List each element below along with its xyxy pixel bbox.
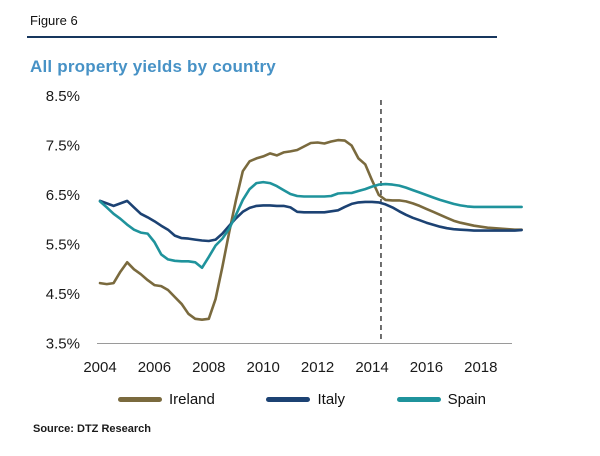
- chart-legend: Ireland Italy Spain: [118, 391, 486, 408]
- figure-label: Figure 6: [30, 13, 78, 28]
- legend-item-spain: Spain: [396, 391, 486, 408]
- spain-line-swatch: [396, 397, 441, 402]
- chart-title: All property yields by country: [30, 57, 276, 76]
- series-line-spain: [98, 180, 523, 270]
- y-axis-tick-label: 6.5%: [46, 187, 80, 204]
- y-axis-tick-label: 7.5%: [46, 138, 80, 155]
- legend-label-spain: Spain: [447, 391, 486, 408]
- legend-label-ireland: Ireland: [169, 391, 215, 408]
- x-axis-tick-label: 2014: [355, 359, 388, 376]
- legend-label-italy: Italy: [317, 391, 345, 408]
- series-line-italy: [98, 199, 523, 243]
- x-axis-tick-label: 2016: [410, 359, 443, 376]
- x-axis-tick-label: 2004: [83, 359, 116, 376]
- y-axis-tick-label: 4.5%: [46, 286, 80, 303]
- x-axis-tick-label: 2012: [301, 359, 334, 376]
- legend-item-ireland: Ireland: [118, 391, 215, 408]
- y-axis-tick-label: 5.5%: [46, 237, 80, 254]
- y-axis-tick-label: 8.5%: [46, 88, 80, 105]
- italy-line-swatch: [266, 397, 311, 402]
- x-axis-tick-label: 2010: [247, 359, 280, 376]
- y-axis-tick-label: 3.5%: [46, 336, 80, 353]
- legend-item-italy: Italy: [266, 391, 345, 408]
- x-axis-tick-label: 2008: [192, 359, 225, 376]
- header-rule: [27, 36, 497, 38]
- x-axis-tick-label: 2018: [464, 359, 497, 376]
- x-axis-tick-label: 2006: [138, 359, 171, 376]
- source-note: Source: DTZ Research: [33, 423, 151, 435]
- series-line-ireland: [98, 138, 523, 322]
- ireland-line-swatch: [118, 397, 162, 402]
